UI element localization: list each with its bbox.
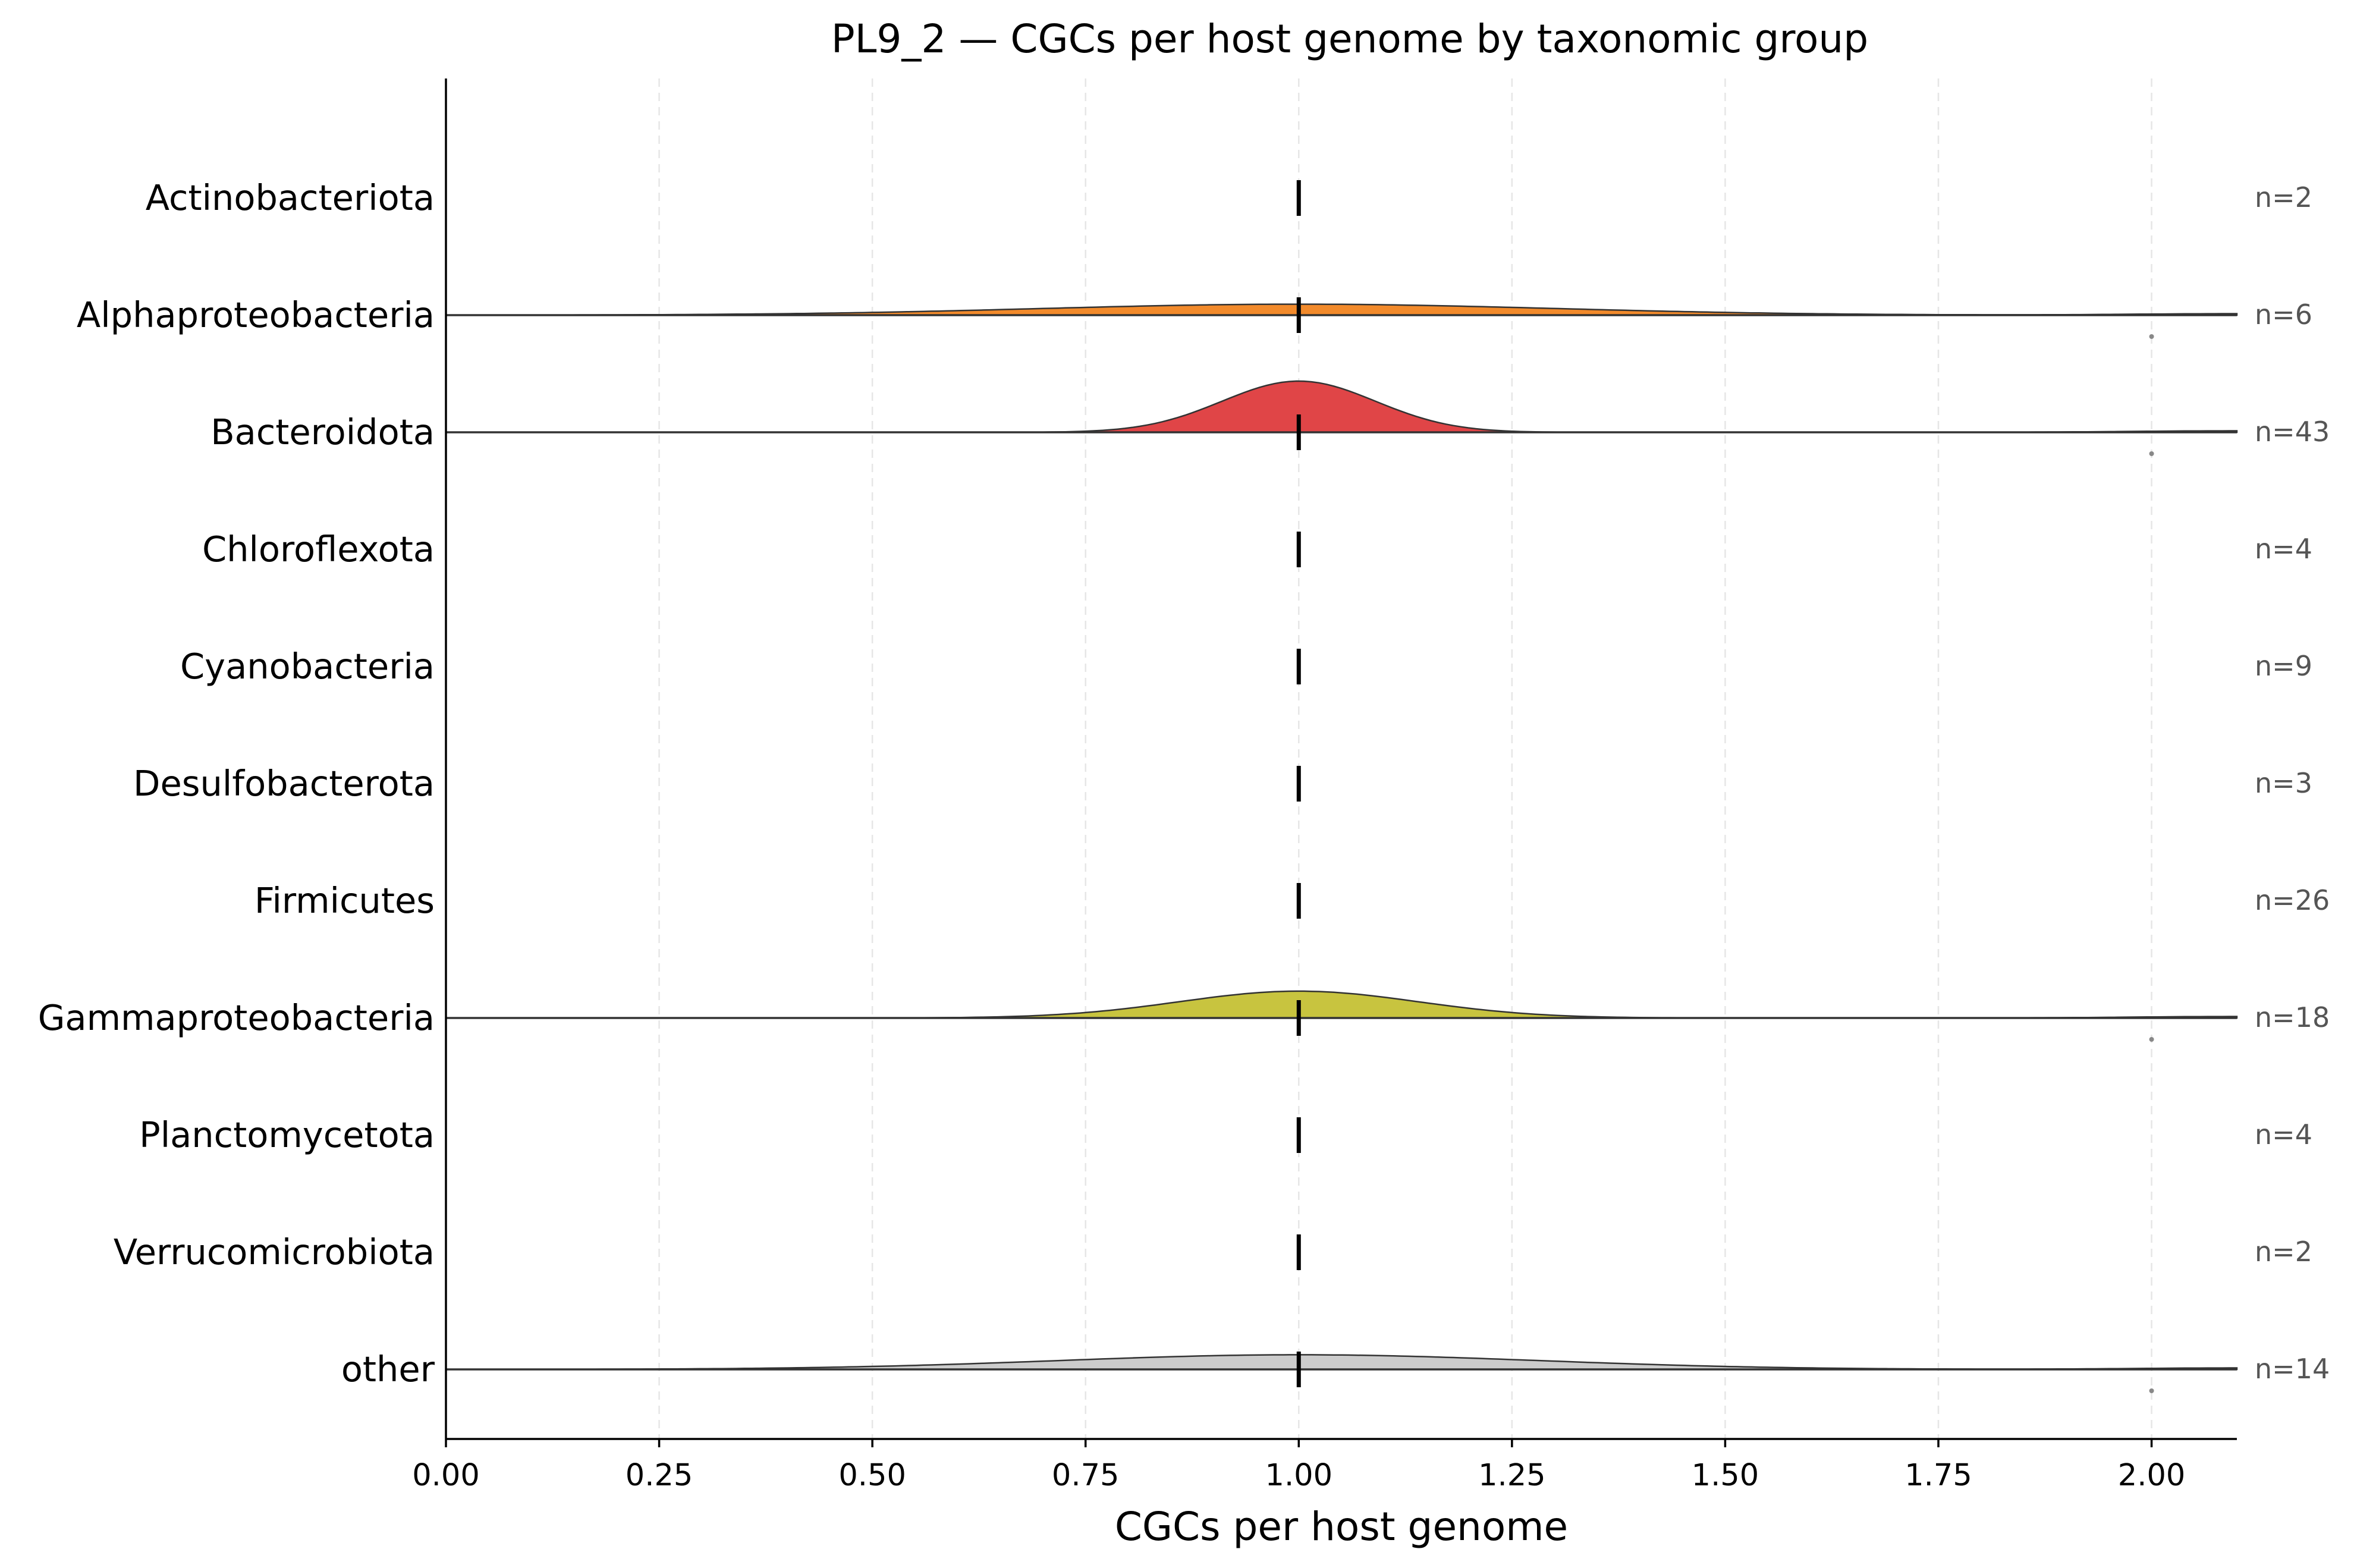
- category-label: Bacteroidota: [210, 411, 435, 453]
- category-label: Cyanobacteria: [180, 646, 435, 687]
- n-label: n=14: [2255, 1353, 2330, 1385]
- category-label: Alphaproteobacteria: [77, 294, 435, 335]
- x-tick-label: 0.50: [838, 1458, 906, 1493]
- category-label: Gammaproteobacteria: [38, 997, 435, 1038]
- n-label: n=18: [2255, 1001, 2330, 1033]
- category-label: Actinobacteriota: [146, 177, 435, 218]
- x-tick-label: 1.75: [1904, 1458, 1972, 1493]
- category-label: Verrucomicrobiota: [114, 1231, 435, 1272]
- n-label: n=4: [2255, 533, 2312, 565]
- x-axis-label: CGCs per host genome: [1115, 1504, 1568, 1550]
- n-label: n=6: [2255, 298, 2312, 331]
- category-labels: Actinobacteriota Alphaproteobacteria Bacte…: [38, 177, 435, 1390]
- n-label: n=2: [2255, 1236, 2312, 1268]
- outlier-point: [2149, 1037, 2154, 1042]
- n-label: n=4: [2255, 1118, 2312, 1151]
- n-label: n=43: [2255, 416, 2330, 448]
- outlier-point: [2149, 334, 2154, 339]
- sample-size-labels: n=2 n=6 n=43 n=4 n=9 n=3 n=26 n=18 n=4 n=2 n=14: [2255, 181, 2330, 1385]
- n-label: n=2: [2255, 181, 2312, 213]
- category-label: Firmicutes: [254, 880, 435, 921]
- n-label: n=9: [2255, 650, 2312, 682]
- n-label: n=26: [2255, 884, 2330, 916]
- ridges: [445, 303, 2238, 1393]
- category-label: Desulfobacterota: [133, 763, 435, 804]
- x-tick-label: 0.25: [626, 1458, 693, 1493]
- outlier-point: [2149, 451, 2154, 456]
- density-ridge: [446, 1354, 2238, 1371]
- x-axis-ticks: 0.00 0.25 0.50 0.75 1.00 1.25 1.50 1.75 2.00: [412, 1439, 2185, 1493]
- x-tick-label: 0.00: [412, 1458, 480, 1493]
- density-ridge: [446, 380, 2238, 433]
- n-label: n=3: [2255, 767, 2312, 799]
- category-label: Planctomycetota: [139, 1114, 435, 1155]
- x-tick-label: 0.75: [1052, 1458, 1120, 1493]
- category-label: other: [341, 1349, 435, 1390]
- x-tick-label: 1.50: [1692, 1458, 1759, 1493]
- outlier-point: [2149, 1388, 2154, 1393]
- density-ridge: [445, 303, 2238, 316]
- x-tick-label: 1.25: [1478, 1458, 1546, 1493]
- category-label: Chloroflexota: [202, 529, 435, 570]
- x-tick-label: 2.00: [2118, 1458, 2186, 1493]
- density-ridge: [446, 990, 2238, 1019]
- chart-title: PL9_2 — CGCs per host genome by taxonomi…: [831, 16, 1868, 62]
- x-tick-label: 1.00: [1265, 1458, 1333, 1493]
